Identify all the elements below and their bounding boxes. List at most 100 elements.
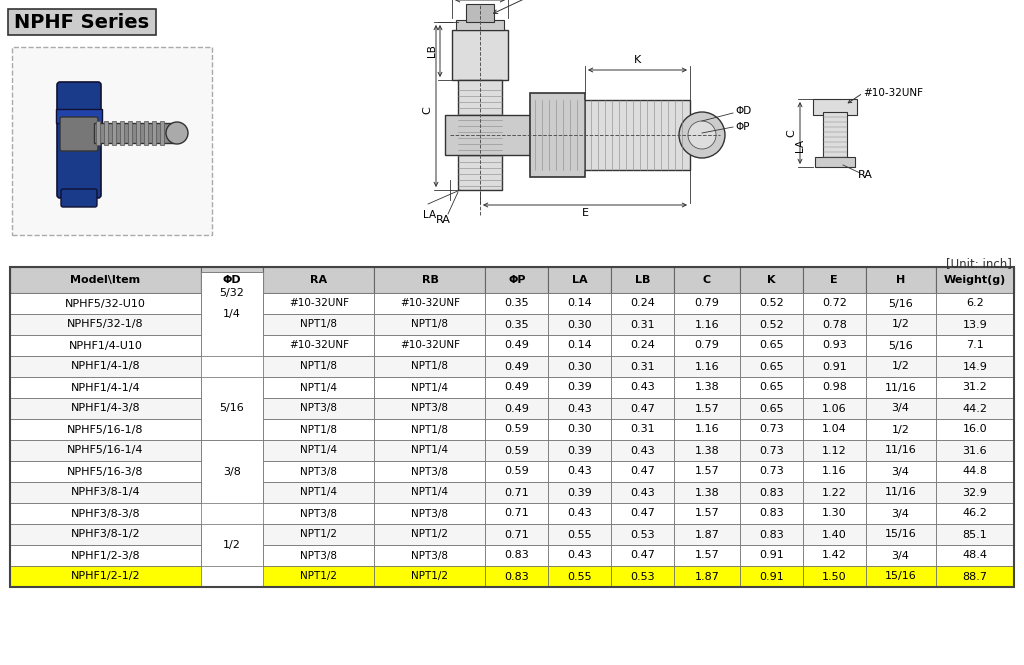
Bar [10,314,201,335]
Bar [263,356,375,377]
Bar [611,482,674,503]
Text: NPT3/8: NPT3/8 [412,509,449,519]
Text: 46.2: 46.2 [963,509,987,519]
Bar [674,377,740,398]
Bar [263,293,375,314]
Bar [936,440,1014,461]
Text: 3/4: 3/4 [892,404,909,414]
Text: 5/16: 5/16 [888,299,913,309]
Text: 0.30: 0.30 [567,319,592,329]
Text: 0.83: 0.83 [505,551,529,561]
Text: 1.87: 1.87 [694,529,719,539]
Text: NPT1/8: NPT1/8 [300,424,338,434]
Bar [823,112,847,160]
Text: LB: LB [427,45,437,57]
Text: 0.47: 0.47 [630,509,654,519]
Text: RA: RA [435,215,451,225]
Bar [865,398,936,419]
Text: K: K [767,275,776,285]
Bar [611,267,674,293]
Bar [263,503,375,524]
Text: 3/4: 3/4 [892,509,909,519]
Bar [10,356,201,377]
Text: 0.49: 0.49 [505,382,529,392]
Text: NPT1/8: NPT1/8 [412,424,449,434]
Circle shape [166,122,188,144]
Text: 1/2: 1/2 [892,424,909,434]
Bar [611,398,674,419]
Text: NPHF5/32-U10: NPHF5/32-U10 [65,299,145,309]
Bar [936,356,1014,377]
Bar [56,109,102,123]
Text: #10-32UNF: #10-32UNF [863,88,923,98]
Text: 1.16: 1.16 [694,424,719,434]
Bar [740,293,803,314]
Text: 5/16: 5/16 [888,340,913,350]
Bar [201,377,263,440]
Text: 0.47: 0.47 [630,404,654,414]
Bar [445,115,535,155]
Text: 14.9: 14.9 [963,362,987,372]
Bar [740,566,803,587]
Text: NPT1/2: NPT1/2 [300,571,338,581]
Text: C: C [786,129,796,137]
Bar [803,503,865,524]
Bar [10,267,201,293]
Bar [144,121,148,145]
Text: 0.24: 0.24 [630,299,654,309]
Bar [530,93,585,177]
Text: 0.43: 0.43 [630,382,654,392]
Text: NPT3/8: NPT3/8 [300,467,338,477]
Bar [674,267,740,293]
Bar [936,293,1014,314]
Text: LA: LA [571,275,588,285]
Text: 1.57: 1.57 [694,404,719,414]
Bar [548,267,611,293]
Bar [485,314,548,335]
Bar [485,419,548,440]
Text: 6.2: 6.2 [966,299,984,309]
Text: LA: LA [424,210,436,220]
Text: NPT1/8: NPT1/8 [412,319,449,329]
Text: 1.50: 1.50 [822,571,847,581]
Bar [865,335,936,356]
Text: Model\Item: Model\Item [71,275,140,285]
Text: 1.38: 1.38 [694,487,719,497]
Bar [375,566,485,587]
Text: 31.2: 31.2 [963,382,987,392]
Bar [936,524,1014,545]
Bar [865,440,936,461]
Text: 1.42: 1.42 [821,551,847,561]
Text: NPHF1/4-1/4: NPHF1/4-1/4 [71,382,140,392]
Bar [803,545,865,566]
Text: NPHF5/16-3/8: NPHF5/16-3/8 [68,467,143,477]
Text: NPT3/8: NPT3/8 [412,467,449,477]
Bar [803,524,865,545]
Text: 0.53: 0.53 [630,529,654,539]
Text: 0.65: 0.65 [759,404,783,414]
Bar [10,566,201,587]
Bar [263,440,375,461]
Text: 0.55: 0.55 [567,571,592,581]
Text: 1.16: 1.16 [822,467,847,477]
Text: NPHF1/2-3/8: NPHF1/2-3/8 [71,551,140,561]
Bar [456,20,504,30]
Text: 1.06: 1.06 [822,404,847,414]
Bar [458,80,502,190]
Text: NPHF5/32-1/8: NPHF5/32-1/8 [67,319,143,329]
Bar [548,461,611,482]
Text: NPT3/8: NPT3/8 [412,404,449,414]
Text: 1.12: 1.12 [822,446,847,456]
Text: NPT1/4: NPT1/4 [300,446,338,456]
Text: NPT3/8: NPT3/8 [412,551,449,561]
Bar [803,482,865,503]
Bar [803,419,865,440]
Bar [375,482,485,503]
Bar [865,503,936,524]
Bar [611,440,674,461]
Text: 0.71: 0.71 [505,509,529,519]
Text: NPT1/4: NPT1/4 [412,487,449,497]
Text: 0.39: 0.39 [567,446,592,456]
Text: 1.57: 1.57 [694,509,719,519]
Bar [104,121,108,145]
